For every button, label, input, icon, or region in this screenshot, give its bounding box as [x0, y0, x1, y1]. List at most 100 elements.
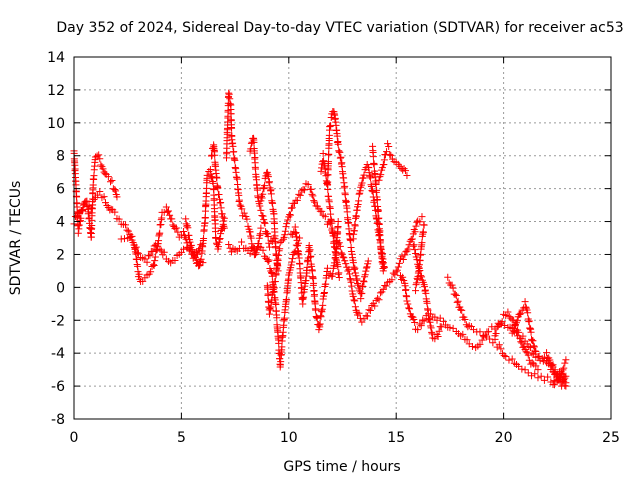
- data-point: [214, 184, 222, 192]
- data-point: [261, 219, 269, 227]
- data-point: [100, 193, 108, 201]
- data-point: [162, 203, 170, 211]
- data-point: [85, 208, 93, 216]
- y-tick-label: -6: [51, 379, 65, 395]
- data-point: [124, 227, 132, 235]
- data-point: [521, 366, 529, 374]
- data-point: [336, 242, 344, 250]
- data-point: [113, 193, 121, 201]
- data-point: [408, 235, 416, 243]
- data-point: [247, 234, 255, 242]
- data-point: [476, 328, 484, 336]
- data-point: [255, 234, 263, 242]
- data-point: [151, 257, 159, 265]
- data-point: [463, 336, 471, 344]
- data-point: [321, 213, 329, 221]
- data-point: [521, 298, 529, 306]
- data-point: [403, 171, 411, 179]
- data-point: [104, 173, 112, 181]
- data-point: [458, 306, 466, 314]
- data-point: [295, 190, 303, 198]
- data-point: [291, 223, 299, 231]
- data-point: [96, 187, 104, 195]
- data-point: [324, 186, 332, 194]
- data-point: [184, 224, 192, 232]
- data-point: [426, 318, 434, 326]
- data-point: [75, 225, 83, 233]
- data-point: [530, 343, 538, 351]
- data-point: [225, 240, 233, 248]
- data-point: [149, 261, 157, 269]
- data-point: [264, 283, 272, 291]
- data-point: [369, 153, 377, 161]
- data-point: [362, 264, 370, 272]
- data-point: [230, 148, 238, 156]
- y-tick-label: -2: [51, 313, 65, 329]
- data-point: [404, 245, 412, 253]
- data-point: [361, 271, 369, 279]
- data-point: [267, 190, 275, 198]
- data-point: [139, 277, 147, 285]
- data-point: [111, 208, 119, 216]
- data-point: [531, 347, 539, 355]
- data-point: [561, 382, 569, 390]
- data-point: [76, 208, 84, 216]
- data-point: [74, 222, 82, 230]
- data-point: [378, 164, 386, 172]
- data-point: [316, 320, 324, 328]
- data-point: [235, 196, 243, 204]
- data-point: [323, 264, 331, 272]
- data-point: [500, 352, 508, 360]
- data-point: [75, 221, 83, 229]
- data-point: [485, 328, 493, 336]
- data-point: [283, 296, 291, 304]
- data-point: [215, 190, 223, 198]
- data-point: [413, 256, 421, 264]
- data-point: [334, 263, 342, 271]
- data-point: [410, 241, 418, 249]
- data-point: [287, 204, 295, 212]
- chart-title: Day 352 of 2024, Sidereal Day-to-day VTE…: [56, 20, 623, 36]
- x-axis-label: GPS time / hours: [283, 459, 400, 475]
- data-point: [99, 165, 107, 173]
- data-point: [354, 201, 362, 209]
- data-point: [201, 214, 209, 222]
- data-point: [360, 278, 368, 286]
- data-point: [412, 250, 420, 258]
- data-point: [412, 222, 420, 230]
- data-point: [449, 324, 457, 332]
- data-point: [351, 222, 359, 230]
- data-point: [379, 285, 387, 293]
- data-point: [411, 228, 419, 236]
- data-point: [263, 169, 271, 177]
- data-point: [444, 273, 452, 281]
- data-point: [459, 330, 467, 338]
- data-point: [497, 345, 505, 353]
- data-point: [263, 229, 271, 237]
- data-point: [416, 218, 424, 226]
- data-point: [418, 232, 426, 240]
- data-point: [298, 187, 306, 195]
- data-point: [333, 132, 341, 140]
- data-point: [310, 291, 318, 299]
- data-point: [345, 218, 353, 226]
- data-point: [513, 317, 521, 325]
- data-point: [427, 324, 435, 332]
- data-point: [330, 262, 338, 270]
- data-point: [240, 209, 248, 217]
- data-point: [403, 297, 411, 305]
- data-point: [147, 268, 155, 276]
- data-point: [524, 309, 532, 317]
- data-point: [402, 286, 410, 294]
- data-point: [312, 306, 320, 314]
- y-tick-label: 4: [56, 215, 65, 231]
- data-point: [216, 235, 224, 243]
- data-point: [394, 263, 402, 271]
- data-point: [269, 288, 277, 296]
- data-point: [243, 215, 251, 223]
- data-point: [214, 243, 222, 251]
- data-point: [220, 214, 228, 222]
- data-point: [287, 261, 295, 269]
- data-point: [517, 309, 525, 317]
- data-point: [419, 316, 427, 324]
